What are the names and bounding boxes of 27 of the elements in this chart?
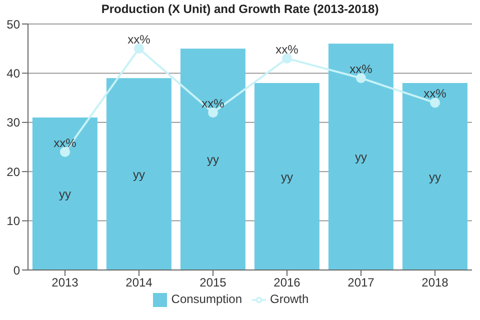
data-label: xx% [202,96,225,111]
data-label: yy [206,152,219,167]
x-tick-label: 2017 [348,276,375,290]
data-label: yy [428,170,441,184]
data-label: yy [132,167,145,182]
y-tick-label: 10 [6,214,20,228]
y-tick-label: 20 [6,164,20,179]
data-label: xx% [276,42,299,56]
y-tick-label: 0 [13,263,20,278]
x-tick-label: 2014 [126,276,153,290]
data-label: xx% [424,86,447,101]
y-tick-label: 50 [6,17,20,32]
data-label: xx% [54,136,77,150]
data-label: xx% [350,62,373,76]
data-label: yy [280,170,293,184]
y-tick-label: 40 [6,66,20,80]
y-tick-label: 30 [6,116,20,130]
x-tick-label: 2013 [52,276,79,290]
legend-label: Consumption [171,292,242,306]
chart-title: Production (X Unit) and Growth Rate (2013-2018) [100,2,380,16]
x-tick-label: 2016 [274,276,301,290]
x-tick-label: 2018 [422,276,449,290]
x-tick-label: 2015 [200,276,227,290]
legend-label: Growth [270,292,309,306]
data-label: xx% [128,32,151,47]
data-label: yy [354,150,367,164]
data-label: yy [58,187,71,201]
